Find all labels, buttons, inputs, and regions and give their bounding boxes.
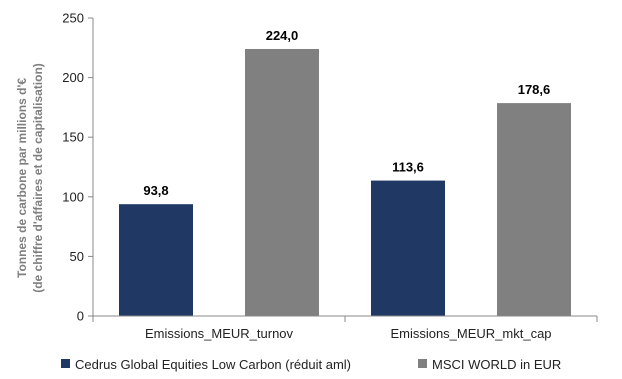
bar [245, 48, 319, 316]
legend: Cedrus Global Equities Low Carbon (rédui… [61, 357, 561, 372]
legend-label: MSCI WORLD in EUR [432, 357, 561, 372]
y-axis-title-line-2: (de chiffre d'affaires et de capitalisat… [31, 63, 45, 293]
y-tick-label: 100 [62, 189, 84, 204]
bar-data-label: 113,6 [392, 160, 424, 175]
bars: 93,8 224,0 113,6 178,6 [119, 28, 571, 317]
bar [119, 204, 193, 316]
bar-data-label: 93,8 [143, 183, 168, 198]
y-tick-label: 0 [77, 309, 84, 324]
bar [497, 103, 571, 317]
bar-data-label: 224,0 [266, 28, 299, 43]
legend-label: Cedrus Global Equities Low Carbon (rédui… [75, 357, 351, 372]
legend-swatch [61, 359, 70, 368]
y-axis-title: Tonnes de carbone par millions d'€ (de c… [15, 63, 45, 293]
y-tick-label: 200 [62, 70, 84, 85]
legend-item: MSCI WORLD in EUR [418, 357, 561, 372]
x-category-label: Emissions_MEUR_mkt_cap [390, 326, 551, 341]
bar [371, 180, 445, 316]
y-tick-label: 150 [62, 130, 84, 145]
y-axis-title-line-1: Tonnes de carbone par millions d'€ [15, 78, 29, 278]
y-tick-label: 250 [62, 11, 84, 26]
y-tick-label: 50 [70, 249, 84, 264]
legend-item: Cedrus Global Equities Low Carbon (rédui… [61, 357, 351, 372]
bar-data-label: 178,6 [518, 82, 551, 97]
legend-swatch [418, 359, 427, 368]
x-category-label: Emissions_MEUR_turnov [145, 326, 294, 341]
y-axis: 0 50 100 150 200 250 [62, 11, 94, 324]
x-axis: Emissions_MEUR_turnov Emissions_MEUR_mkt_… [92, 315, 598, 341]
